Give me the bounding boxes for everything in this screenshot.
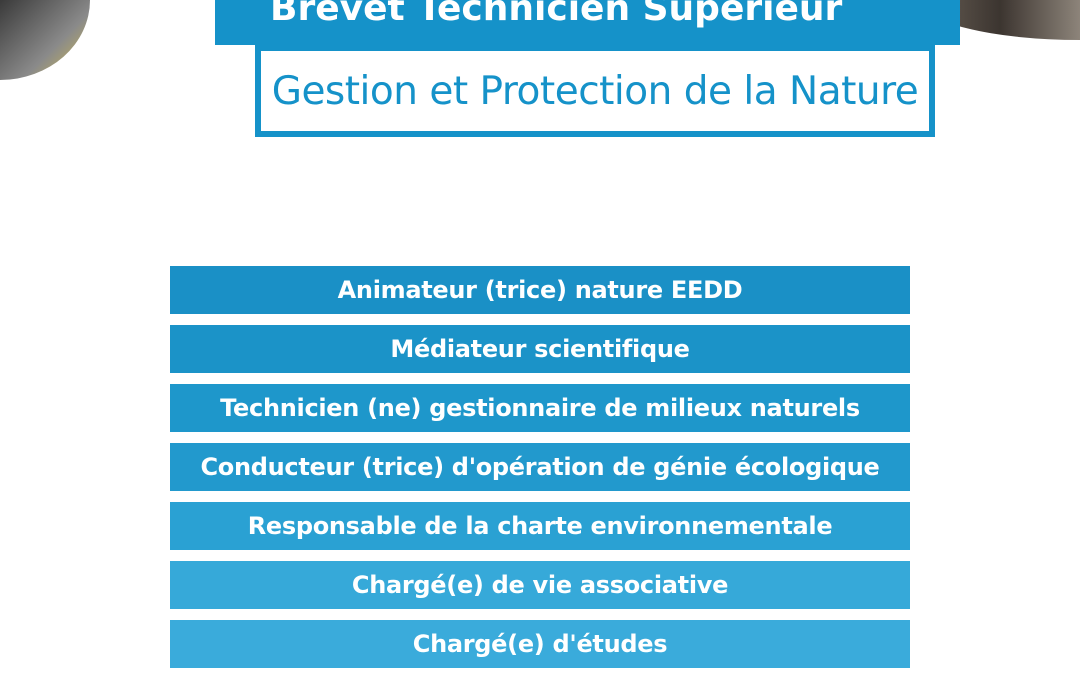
photo xyxy=(0,0,90,80)
job-item: Médiateur scientifique xyxy=(170,325,910,373)
title-banner: Brevet Technicien Supérieur xyxy=(215,0,960,45)
job-item: Chargé(e) de vie associative xyxy=(170,561,910,609)
subtitle: Gestion et Protection de la Nature xyxy=(271,68,919,114)
job-item: Conducteur (trice) d'opération de génie … xyxy=(170,443,910,491)
title: Brevet Technicien Supérieur xyxy=(270,0,843,29)
job-item: Responsable de la charte environnemental… xyxy=(170,502,910,550)
job-list: Animateur (trice) nature EEDD Médiateur s… xyxy=(170,266,910,679)
job-item: Animateur (trice) nature EEDD xyxy=(170,266,910,314)
job-item: Chargé(e) d'études xyxy=(170,620,910,668)
job-item: Technicien (ne) gestionnaire de milieux … xyxy=(170,384,910,432)
subtitle-box: Gestion et Protection de la Nature xyxy=(255,45,935,137)
